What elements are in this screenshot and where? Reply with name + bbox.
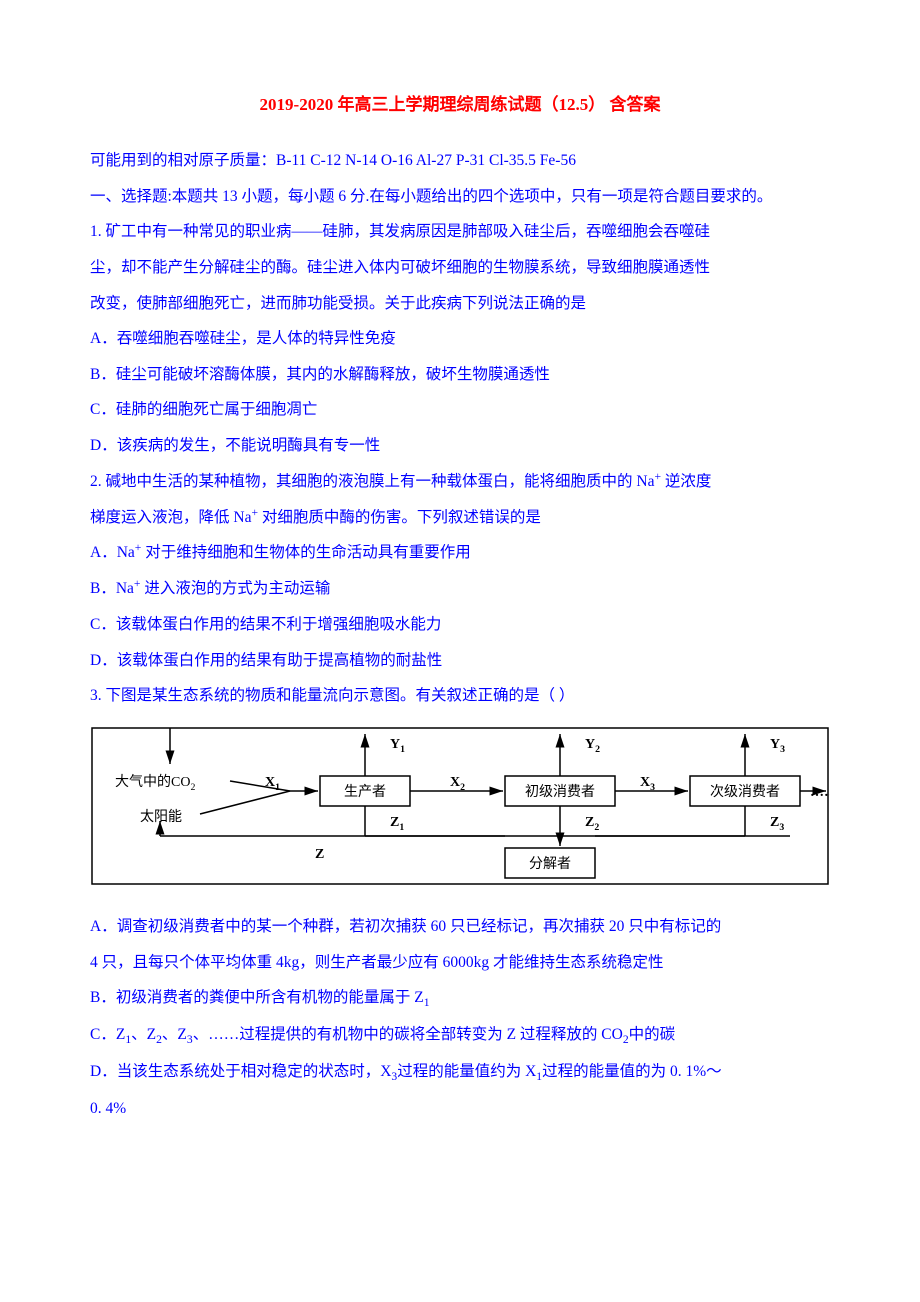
page-title: 2019-2020 年高三上学期理综周练试题（12.5） 含答案 [90,90,830,115]
q3-option-c: C．Z1、Z2、Z3、……过程提供的有机物中的碳将全部转变为 Z 过程释放的 C… [90,1017,830,1054]
q2-stem: 梯度运入液泡，降低 Na+ 对细胞质中酶的伤害。下列叙述错误的是 [90,500,830,536]
section-header: 一、选择题:本题共 13 小题，每小题 6 分.在每小题给出的四个选项中，只有一… [90,179,830,215]
svg-text:分解者: 分解者 [529,856,571,872]
svg-text:次级消费者: 次级消费者 [710,784,780,800]
svg-text:Z2: Z2 [585,815,599,833]
svg-text:Z1: Z1 [390,815,404,833]
svg-text:Y2: Y2 [585,737,600,755]
svg-text:X1: X1 [265,775,280,793]
q2-option-b: B．Na+ 进入液泡的方式为主动运输 [90,571,830,607]
q1-option-b: B．硅尘可能破坏溶酶体膜，其内的水解酶释放，破坏生物膜通透性 [90,357,830,393]
svg-text:初级消费者: 初级消费者 [525,783,595,800]
svg-text:Y1: Y1 [390,737,405,755]
svg-text:Z: Z [315,847,324,862]
q3-option-a: A．调查初级消费者中的某一个种群，若初次捕获 60 只已经标记，再次捕获 20 … [90,909,830,945]
q1-stem: 改变，使肺部细胞死亡，进而肺功能受损。关于此疾病下列说法正确的是 [90,286,830,322]
svg-text:Z3: Z3 [770,815,784,833]
ecosystem-flowchart: 大气中的CO2太阳能生产者初级消费者次级消费者分解者X1X2X3Y1Y2Y3Z1… [90,726,830,891]
atomic-mass-note: 可能用到的相对原子质量：B-11 C-12 N-14 O-16 Al-27 P-… [90,143,830,179]
q3-option-b: B．初级消费者的粪便中所含有机物的能量属于 Z1 [90,980,830,1017]
q1-option-d: D．该疾病的发生，不能说明酶具有专一性 [90,428,830,464]
q2-option-a: A．Na+ 对于维持细胞和生物体的生命活动具有重要作用 [90,535,830,571]
q2-option-c: C．该载体蛋白作用的结果不利于增强细胞吸水能力 [90,607,830,643]
q2-stem: 2. 碱地中生活的某种植物，其细胞的液泡膜上有一种载体蛋白，能将细胞质中的 Na… [90,464,830,500]
q3-option-d: D．当该生态系统处于相对稳定的状态时，X3过程的能量值约为 X1过程的能量值的为… [90,1054,830,1091]
q1-stem: 1. 矿工中有一种常见的职业病——硅肺，其发病原因是肺部吸入硅尘后，吞噬细胞会吞… [90,214,830,250]
svg-text:生产者: 生产者 [344,784,386,800]
q3-option-d: 0. 4% [90,1091,830,1127]
svg-text:大气中的CO2: 大气中的CO2 [115,774,195,793]
q3-option-a: 4 只，且每只个体平均体重 4kg，则生产者最少应有 6000kg 才能维持生态… [90,945,830,981]
svg-text:太阳能: 太阳能 [140,809,182,825]
q1-stem: 尘，却不能产生分解硅尘的酶。硅尘进入体内可破坏细胞的生物膜系统，导致细胞膜通透性 [90,250,830,286]
q1-option-c: C．硅肺的细胞死亡属于细胞凋亡 [90,392,830,428]
q1-option-a: A．吞噬细胞吞噬硅尘，是人体的特异性免疫 [90,321,830,357]
svg-text:Y3: Y3 [770,737,785,755]
q2-option-d: D．该载体蛋白作用的结果有助于提高植物的耐盐性 [90,643,830,679]
svg-text:……: …… [810,785,830,800]
q3-stem: 3. 下图是某生态系统的物质和能量流向示意图。有关叙述正确的是（ ） [90,678,830,714]
